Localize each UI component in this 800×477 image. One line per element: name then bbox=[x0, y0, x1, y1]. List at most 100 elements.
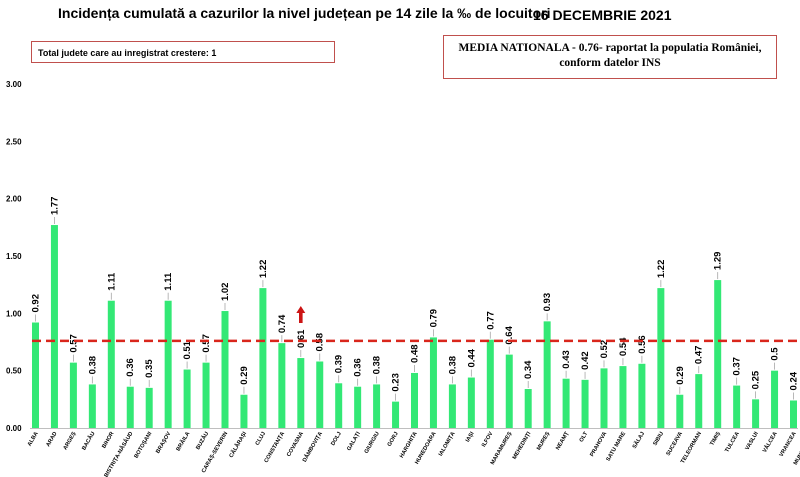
value-label: 0.61 bbox=[296, 329, 307, 348]
value-label: 1.22 bbox=[656, 260, 667, 279]
bar bbox=[107, 300, 115, 428]
value-label: 0.74 bbox=[277, 314, 288, 333]
bar bbox=[411, 372, 418, 428]
bar bbox=[240, 394, 248, 428]
national-average-line1: MEDIA NATIONALA - 0.76- raportat la popu… bbox=[458, 42, 762, 54]
bar bbox=[126, 386, 134, 428]
value-label: 0.24 bbox=[789, 371, 800, 390]
value-label: 0.25 bbox=[751, 370, 762, 389]
value-label: 1.29 bbox=[713, 252, 724, 271]
bar bbox=[392, 401, 400, 428]
bar bbox=[467, 377, 475, 428]
bar bbox=[145, 387, 153, 428]
category-label: GIURGIU bbox=[364, 431, 381, 455]
value-label: 0.54 bbox=[618, 337, 629, 356]
value-label: 0.93 bbox=[542, 293, 553, 312]
bar bbox=[790, 400, 797, 428]
bar bbox=[335, 383, 343, 428]
increase-arrow-icon bbox=[296, 306, 306, 324]
value-label: 0.5 bbox=[770, 347, 781, 361]
category-label: VÂLCEA bbox=[761, 431, 779, 454]
value-label: 0.42 bbox=[580, 351, 591, 370]
bar bbox=[32, 322, 39, 428]
national-average-line2: conform datelor INS bbox=[559, 57, 661, 69]
bar bbox=[543, 321, 551, 428]
category-label: ARAD bbox=[45, 431, 58, 448]
value-label: 0.38 bbox=[447, 356, 458, 375]
bar bbox=[733, 385, 741, 428]
category-label: VRANCEA bbox=[779, 431, 798, 458]
value-label: 0.38 bbox=[372, 356, 383, 375]
bar bbox=[714, 280, 722, 428]
bar bbox=[771, 370, 779, 428]
value-label: 0.38 bbox=[87, 356, 98, 375]
category-label: BRAȘOV bbox=[155, 431, 172, 455]
value-label: 0.23 bbox=[391, 373, 402, 392]
value-label: 0.56 bbox=[637, 335, 648, 354]
bar bbox=[69, 362, 77, 428]
category-label: SIBIU bbox=[652, 431, 665, 447]
bar bbox=[695, 374, 703, 428]
value-label: 0.36 bbox=[125, 358, 136, 377]
report-date: 16 DECEMBRIE 2021 bbox=[533, 7, 672, 23]
category-label: TULCEA bbox=[724, 431, 741, 454]
bar bbox=[486, 339, 494, 428]
bar bbox=[562, 378, 570, 428]
value-label: 0.37 bbox=[732, 357, 743, 376]
value-label: 1.11 bbox=[106, 272, 117, 291]
bar bbox=[676, 394, 684, 428]
bar bbox=[221, 311, 229, 428]
bar bbox=[638, 363, 646, 428]
y-tick-label: 1.50 bbox=[6, 252, 22, 261]
category-label: DÂMBOVIȚA bbox=[301, 431, 324, 464]
bar bbox=[448, 384, 456, 428]
category-label: MEHEDINȚI bbox=[512, 431, 533, 461]
value-label: 1.22 bbox=[258, 260, 269, 279]
y-tick-label: 3.00 bbox=[6, 80, 22, 89]
category-label: TELEORMAN bbox=[680, 431, 703, 465]
value-label: 0.44 bbox=[466, 348, 477, 367]
bar bbox=[88, 384, 96, 428]
category-label: CĂLĂRAȘI bbox=[228, 430, 249, 459]
category-label: CLUJ bbox=[255, 431, 268, 447]
value-label: 0.57 bbox=[68, 334, 79, 353]
bar bbox=[202, 362, 210, 428]
category-label: SUCEAVA bbox=[666, 431, 684, 457]
y-tick-label: 0.50 bbox=[6, 367, 22, 376]
category-label: BRĂILA bbox=[175, 431, 192, 453]
value-label: 0.48 bbox=[410, 344, 421, 363]
category-label: BACĂU bbox=[80, 431, 96, 452]
category-label: MARAMUREȘ bbox=[490, 431, 514, 466]
increase-count-text: Total judete care au inregistrat crester… bbox=[38, 48, 217, 58]
category-label: BIHOR bbox=[101, 431, 115, 450]
value-label: 1.02 bbox=[220, 283, 231, 302]
value-label: 0.92 bbox=[31, 294, 42, 313]
category-label: CONSTANȚA bbox=[264, 431, 287, 464]
category-label: OLT bbox=[579, 431, 590, 444]
value-label: 0.35 bbox=[144, 359, 155, 378]
bar bbox=[429, 337, 437, 428]
y-tick-label: 0.00 bbox=[6, 424, 22, 433]
category-label: BUZĂU bbox=[194, 431, 210, 451]
value-label: 0.51 bbox=[182, 340, 193, 359]
category-label: PRAHOVA bbox=[589, 431, 608, 458]
bar bbox=[600, 368, 608, 428]
category-label: TIMIȘ bbox=[709, 431, 722, 447]
bar bbox=[657, 288, 665, 428]
category-label: VASLUI bbox=[745, 431, 760, 452]
bar bbox=[619, 366, 627, 428]
category-label: HUNEDOARA bbox=[414, 431, 437, 465]
value-label: 0.79 bbox=[428, 309, 439, 328]
value-label: 0.52 bbox=[599, 340, 610, 359]
bar bbox=[259, 288, 267, 428]
value-label: 0.47 bbox=[694, 346, 705, 365]
category-label: COVASNA bbox=[286, 431, 305, 458]
category-label: ARGEȘ bbox=[62, 431, 77, 451]
bar bbox=[278, 343, 286, 428]
value-label: 1.77 bbox=[49, 197, 60, 216]
category-label: ILFOV bbox=[481, 431, 495, 448]
value-label: 0.36 bbox=[353, 358, 364, 377]
category-label: GALAȚI bbox=[346, 431, 362, 452]
category-label: ALBA bbox=[27, 431, 40, 447]
